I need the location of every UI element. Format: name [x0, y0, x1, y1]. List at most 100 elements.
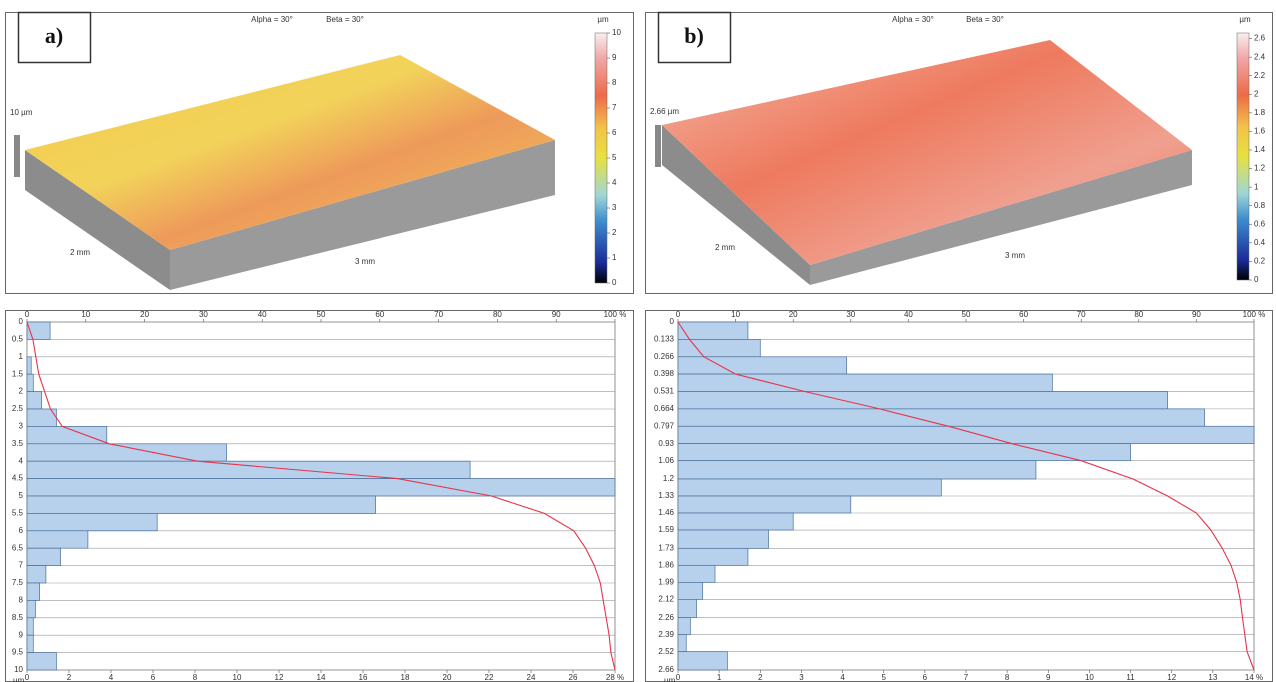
x-tick-label: 12: [275, 673, 284, 682]
x2-tick-label: 30: [846, 310, 855, 319]
x-tick-label: 3: [799, 673, 804, 682]
bar: [678, 565, 715, 582]
bar: [678, 635, 686, 652]
colorbar-tick-label: 0: [612, 278, 617, 287]
x-tick-label: 9: [1046, 673, 1051, 682]
bar: [27, 618, 33, 635]
x2-tick-label: 20: [789, 310, 798, 319]
x2-tick-label: 40: [258, 310, 267, 319]
y-tick-label: 0.133: [654, 335, 675, 344]
y-tick-label: 9.5: [12, 648, 24, 657]
x2-tick-label: 50: [317, 310, 326, 319]
height-label: 10 µm: [10, 108, 33, 117]
colorbar-tick-label: 0.8: [1254, 201, 1266, 210]
bar: [678, 618, 690, 635]
colorbar-tick-label: 9: [612, 53, 617, 62]
length-label: 3 mm: [1005, 251, 1025, 260]
x2-tick-label: 10: [731, 310, 740, 319]
y-tick-label: 1.73: [658, 543, 674, 552]
y-tick-label: 0: [19, 317, 24, 326]
y-tick-label: 1.2: [663, 474, 675, 483]
y-tick-label: 2.26: [658, 613, 674, 622]
length-label: 2 mm: [70, 248, 90, 257]
x-tick-label: 24: [527, 673, 536, 682]
x2-tick-label: 90: [552, 310, 561, 319]
colorbar-tick-label: 8: [612, 78, 617, 87]
colorbar-tick-label: 2.2: [1254, 71, 1266, 80]
x2-tick-label: 80: [1134, 310, 1143, 319]
colorbar-tick-label: 2.6: [1254, 34, 1266, 43]
bar: [678, 391, 1168, 408]
y-tick-label: 1.86: [658, 560, 674, 569]
y-tick-label: 0.664: [654, 404, 675, 413]
y-tick-label: 4: [19, 456, 24, 465]
y-unit: µm: [664, 676, 676, 682]
y-tick-label: 1.59: [658, 525, 674, 534]
bar: [678, 322, 748, 339]
y-tick-label: 2.52: [658, 647, 674, 656]
y-tick-label: 1.46: [658, 508, 674, 517]
view-angle: Beta = 30°: [326, 15, 364, 24]
y-tick-label: 0.5: [12, 335, 24, 344]
bar: [27, 531, 88, 548]
y-tick-label: 0.93: [658, 439, 674, 448]
x-tick-label: 1: [717, 673, 722, 682]
x-tick-label: 22: [485, 673, 494, 682]
y-tick-label: 5: [19, 491, 24, 500]
x2-tick-label: 30: [199, 310, 208, 319]
bar: [27, 444, 227, 461]
bar: [27, 653, 56, 670]
colorbar-tick-label: 2: [1254, 89, 1259, 98]
y-tick-label: 0.266: [654, 352, 675, 361]
x2-tick-label: 40: [904, 310, 913, 319]
colorbar-tick-label: 1.2: [1254, 164, 1266, 173]
y-tick-label: 1: [19, 352, 24, 361]
bar: [678, 357, 847, 374]
colorbar-tick-label: 1.8: [1254, 108, 1266, 117]
panel-label: a): [45, 23, 63, 48]
bar: [678, 652, 727, 670]
bar: [678, 548, 748, 565]
bar: [27, 357, 31, 374]
colorbar-tick-label: 1: [1254, 182, 1259, 191]
x2-tick-label: 50: [962, 310, 971, 319]
y-tick-label: 1.99: [658, 577, 674, 586]
x-tick-label: 14 %: [1245, 673, 1263, 682]
colorbar-tick-label: 0.2: [1254, 257, 1266, 266]
x-tick-label: 10: [1085, 673, 1094, 682]
colorbar-unit: µm: [1239, 15, 1251, 24]
y-tick-label: 10: [14, 665, 23, 674]
bar: [27, 479, 615, 496]
bar: [678, 582, 703, 599]
length-label: 2 mm: [715, 243, 735, 252]
colorbar-tick-label: 1.4: [1254, 145, 1266, 154]
x-tick-label: 11: [1126, 673, 1135, 682]
colorbar: [1237, 33, 1249, 280]
bar: [27, 374, 33, 391]
bar: [27, 583, 40, 600]
y-tick-label: 2.5: [12, 404, 24, 413]
x2-tick-label: 0: [676, 310, 681, 319]
bar: [27, 496, 376, 513]
bar: [27, 513, 157, 530]
height-scale: [14, 135, 20, 177]
bar: [678, 409, 1205, 426]
y-tick-label: 8: [19, 596, 24, 605]
y-tick-label: 1.33: [658, 491, 674, 500]
bar: [27, 426, 107, 443]
x-tick-label: 16: [359, 673, 368, 682]
y-tick-label: 0.797: [654, 421, 675, 430]
y-tick-label: 6.5: [12, 543, 24, 552]
y-tick-label: 8.5: [12, 613, 24, 622]
bar: [678, 496, 851, 513]
page: a) b) Alpha = 30° Beta = 30° µm 10 µm 2 …: [0, 0, 1276, 682]
x-tick-label: 28 %: [606, 673, 624, 682]
y-tick-label: 6: [19, 526, 24, 535]
x2-tick-label: 60: [1019, 310, 1028, 319]
y-tick-label: 2.39: [658, 630, 674, 639]
colorbar-tick-label: 6: [612, 128, 617, 137]
y-tick-label: 5.5: [12, 509, 24, 518]
x-tick-label: 14: [317, 673, 326, 682]
y-tick-label: 3: [19, 422, 24, 431]
colorbar-tick-label: 10: [612, 28, 621, 37]
